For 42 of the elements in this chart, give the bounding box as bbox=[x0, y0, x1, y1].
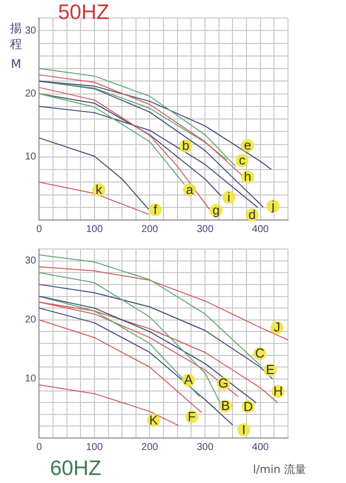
annotation: k bbox=[96, 182, 103, 197]
annotation: A bbox=[184, 372, 194, 388]
annotation: f bbox=[153, 202, 158, 217]
chart-title: 50HZ bbox=[58, 1, 110, 24]
x-tick-label: 100 bbox=[86, 442, 104, 453]
y-tick-label: 30 bbox=[25, 25, 37, 36]
annotation: c bbox=[238, 152, 246, 168]
annotation: H bbox=[273, 383, 283, 398]
annotation: G bbox=[218, 376, 228, 391]
x-tick-label: 300 bbox=[196, 442, 214, 453]
y-tick-label: 30 bbox=[25, 256, 37, 267]
annotation: d bbox=[248, 207, 256, 222]
annotation: E bbox=[266, 362, 275, 378]
annotation: J bbox=[274, 320, 280, 335]
x-tick-label: 0 bbox=[36, 224, 42, 235]
text: 60HZ bbox=[50, 457, 102, 480]
y-tick-label: 20 bbox=[25, 314, 37, 326]
y-axis-title: 揚程 M bbox=[9, 20, 23, 72]
annotation: h bbox=[244, 169, 252, 184]
annotation: e bbox=[244, 138, 252, 153]
y-tick-label: 10 bbox=[25, 374, 37, 385]
annotation: K bbox=[149, 412, 158, 428]
x-tick-label: 300 bbox=[196, 224, 214, 235]
annotation: D bbox=[243, 398, 253, 414]
y-tick-label: 10 bbox=[25, 152, 37, 163]
annotation: a bbox=[186, 182, 194, 197]
x-tick-label: 200 bbox=[141, 442, 159, 453]
annotation: F bbox=[188, 408, 196, 424]
annotation: j bbox=[270, 198, 275, 214]
x-tick-label: 400 bbox=[252, 442, 270, 453]
y-tick-label: 20 bbox=[25, 88, 37, 100]
annotation: I bbox=[242, 422, 246, 437]
x-tick-label: 200 bbox=[141, 224, 159, 235]
x-tick-label: 0 bbox=[36, 442, 42, 453]
annotation: i bbox=[227, 189, 230, 204]
x-axis-title: l/min 流量 bbox=[252, 462, 306, 477]
annotation: b bbox=[182, 138, 190, 154]
annotation: C bbox=[255, 346, 264, 361]
annotation: B bbox=[221, 398, 230, 414]
x-tick-label: 100 bbox=[86, 224, 104, 235]
annotation: g bbox=[212, 202, 220, 218]
x-tick-label: 400 bbox=[252, 224, 270, 235]
